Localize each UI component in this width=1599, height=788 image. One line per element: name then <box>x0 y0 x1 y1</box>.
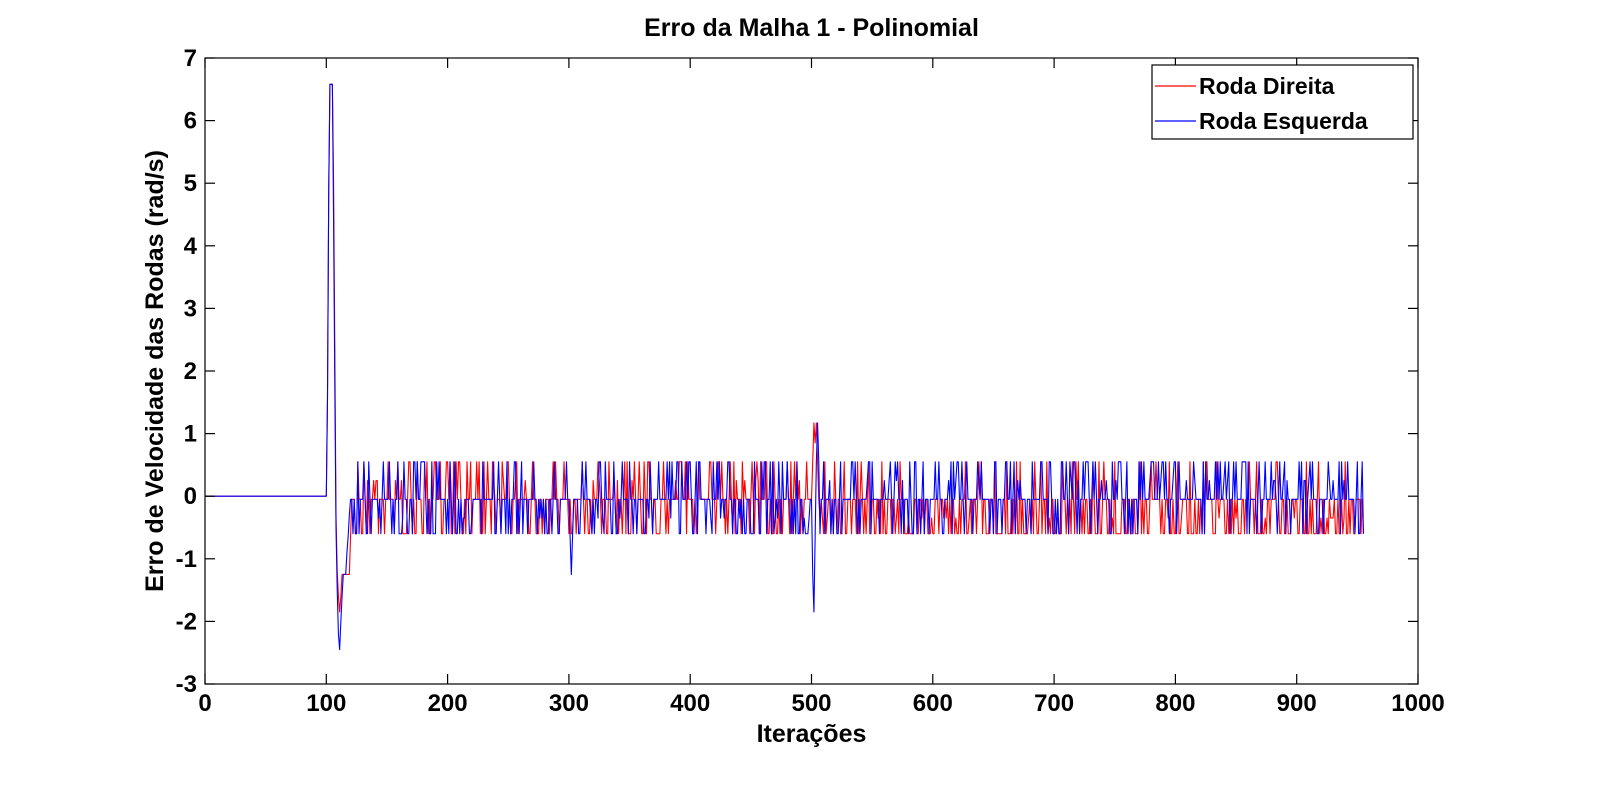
x-tick-label: 800 <box>1155 690 1195 717</box>
tick-layer: 0 100 200 300 400 500 600 700 800 900 1000 -3 -2 -1 0 1… <box>176 45 1445 717</box>
series-layer <box>205 83 1364 651</box>
x-tick-label: 100 <box>306 690 346 717</box>
plot-area <box>204 57 1419 685</box>
x-tick-label: 500 <box>791 690 831 717</box>
y-tick-label: -1 <box>176 546 197 573</box>
chart-title: Erro da Malha 1 - Polinomial <box>644 14 979 42</box>
x-tick-label: 700 <box>1034 690 1074 717</box>
x-tick-label: 0 <box>198 690 211 717</box>
x-tick-label: 300 <box>549 690 589 717</box>
y-tick-label: 6 <box>184 108 197 135</box>
series-line-roda-esquerda <box>205 83 1364 651</box>
y-tick-label: 3 <box>184 295 197 322</box>
x-tick-label: 400 <box>670 690 710 717</box>
y-tick-label: 1 <box>184 421 197 448</box>
y-tick-label: 2 <box>184 358 197 385</box>
legend-label-roda-esquerda: Roda Esquerda <box>1199 108 1368 134</box>
x-tick-label: 900 <box>1277 690 1317 717</box>
y-tick-label: -2 <box>176 608 197 635</box>
y-tick-label: 4 <box>184 233 198 260</box>
y-tick-label: -3 <box>176 671 197 698</box>
y-tick-label: 0 <box>184 483 197 510</box>
legend-label-roda-direita: Roda Direita <box>1199 73 1335 99</box>
y-tick-label: 7 <box>184 45 197 72</box>
x-tick-label: 600 <box>913 690 953 717</box>
x-tick-label: 1000 <box>1391 690 1444 717</box>
y-tick-label: 5 <box>184 170 197 197</box>
x-axis-label: Iterações <box>757 720 867 748</box>
legend-box <box>1151 64 1414 140</box>
legend: Roda Direita Roda Esquerda <box>1151 64 1414 140</box>
y-axis-label: Erro de Velocidade das Rodas (rad/s) <box>141 150 169 592</box>
x-tick-label: 200 <box>428 690 468 717</box>
